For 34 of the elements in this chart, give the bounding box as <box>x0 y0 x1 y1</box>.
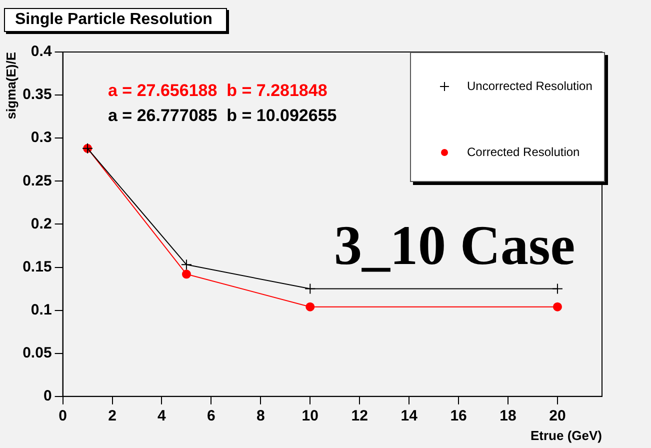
y-axis-title: sigma(E)/E <box>3 52 18 120</box>
y-tick-label: 0.3 <box>30 129 52 146</box>
x-tick-label: 2 <box>108 408 116 425</box>
y-tick-label: 0.05 <box>22 344 52 362</box>
legend-label: Uncorrected Resolution <box>467 79 592 93</box>
annotation: 3_10 Case <box>334 215 576 277</box>
point <box>180 259 192 270</box>
x-tick-label: 10 <box>302 408 318 425</box>
point <box>304 283 316 294</box>
annotation: a = 27.656188 b = 7.281848 <box>108 81 328 100</box>
x-tick-label: 0 <box>58 408 67 425</box>
chart-title: Single Particle Resolution <box>4 8 228 32</box>
y-tick-label: 0.1 <box>30 301 52 318</box>
x-tick-label: 14 <box>400 408 418 425</box>
y-tick-label: 0.25 <box>22 172 52 190</box>
legend-label: Corrected Resolution <box>467 145 580 159</box>
point <box>552 302 562 312</box>
point <box>552 283 563 294</box>
x-tick-label: 18 <box>500 408 516 425</box>
y-tick-label: 0.2 <box>30 215 52 232</box>
y-tick-label: 0.35 <box>22 86 52 104</box>
y-tick-label: 0 <box>43 388 52 405</box>
x-tick-label: 20 <box>549 408 566 425</box>
annotation: a = 26.777085 b = 10.092655 <box>108 106 337 125</box>
point <box>182 270 191 279</box>
x-tick-label: 16 <box>450 408 467 425</box>
x-tick-label: 4 <box>158 408 167 425</box>
y-tick-label: 0.4 <box>30 43 52 60</box>
x-tick-label: 6 <box>207 408 216 425</box>
point <box>306 302 315 312</box>
x-tick-label: 8 <box>256 408 265 425</box>
x-axis-title: Etrue (GeV) <box>530 428 602 443</box>
x-tick-label: 12 <box>351 408 368 425</box>
y-tick-label: 0.15 <box>22 258 52 276</box>
